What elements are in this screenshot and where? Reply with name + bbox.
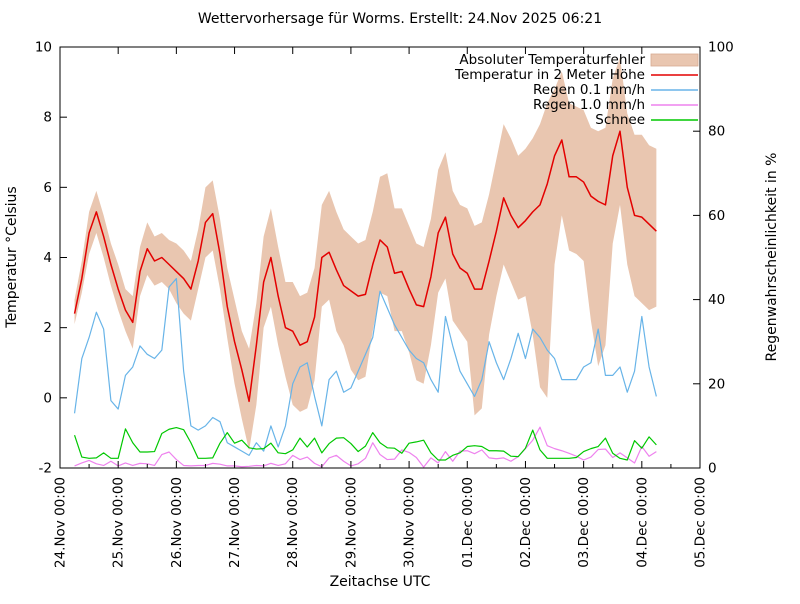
legend-label-4: Regen 1.0 mm/h bbox=[533, 97, 645, 113]
x-axis-label: Zeitachse UTC bbox=[330, 574, 431, 590]
y-left-tick-label: 10 bbox=[35, 40, 52, 56]
chart-title: Wettervorhersage für Worms. Erstellt: 24… bbox=[198, 11, 602, 27]
rain-10mm-line bbox=[74, 426, 657, 468]
legend-label-1: Absoluter Temperaturfehler bbox=[459, 52, 645, 68]
legend-label-5: Schnee bbox=[595, 112, 645, 128]
x-tick-label: 27.Nov 00:00 bbox=[227, 477, 243, 568]
y-right-tick-label: 40 bbox=[708, 292, 725, 308]
x-tick-label: 30.Nov 00:00 bbox=[402, 477, 418, 568]
legend-label-2: Temperatur in 2 Meter Höhe bbox=[454, 67, 645, 83]
y-left-tick-label: 4 bbox=[43, 250, 52, 266]
snow-line bbox=[73, 426, 657, 461]
x-tick-label: 03.Dec 00:00 bbox=[576, 477, 592, 568]
y-right-tick-label: 20 bbox=[708, 376, 725, 392]
x-tick-label: 01.Dec 00:00 bbox=[460, 477, 476, 568]
y-left-tick-label: 8 bbox=[43, 110, 52, 126]
temperature-line bbox=[73, 130, 657, 403]
rain-01mm-line bbox=[73, 277, 657, 456]
legend-swatch-error-band bbox=[650, 53, 699, 67]
y-right-tick-label: 80 bbox=[708, 124, 725, 140]
y-left-tick-label: 6 bbox=[43, 180, 52, 196]
x-tick-label: 02.Dec 00:00 bbox=[518, 477, 534, 568]
temperature-error-band bbox=[74, 57, 657, 451]
y-left-tick-label: -2 bbox=[39, 461, 52, 477]
x-tick-label: 04.Dec 00:00 bbox=[634, 477, 650, 568]
legend-label-3: Regen 0.1 mm/h bbox=[533, 82, 645, 98]
x-tick-label: 25.Nov 00:00 bbox=[111, 477, 127, 568]
x-tick-label: 26.Nov 00:00 bbox=[169, 477, 185, 568]
x-tick-label: 28.Nov 00:00 bbox=[285, 477, 301, 568]
x-tick-label: 24.Nov 00:00 bbox=[53, 477, 69, 568]
y-left-tick-label: 2 bbox=[43, 320, 52, 336]
y-right-tick-label: 0 bbox=[708, 461, 717, 477]
plot-area: 24.Nov 00:00 25.Nov 00:00 26.Nov 00:00 27.N… bbox=[35, 40, 734, 569]
y-axis-label-right: Regenwahrscheinlichkeit in % bbox=[764, 153, 780, 362]
y-right-tick-label: 60 bbox=[708, 208, 725, 224]
y-axis-label-left: Temperatur °Celsius bbox=[4, 186, 20, 328]
y-left-tick-label: 0 bbox=[43, 390, 52, 406]
x-tick-label: 29.Nov 00:00 bbox=[343, 477, 359, 568]
x-tick-label: 05.Dec 00:00 bbox=[693, 477, 709, 568]
y-right-tick-label: 100 bbox=[708, 40, 734, 56]
